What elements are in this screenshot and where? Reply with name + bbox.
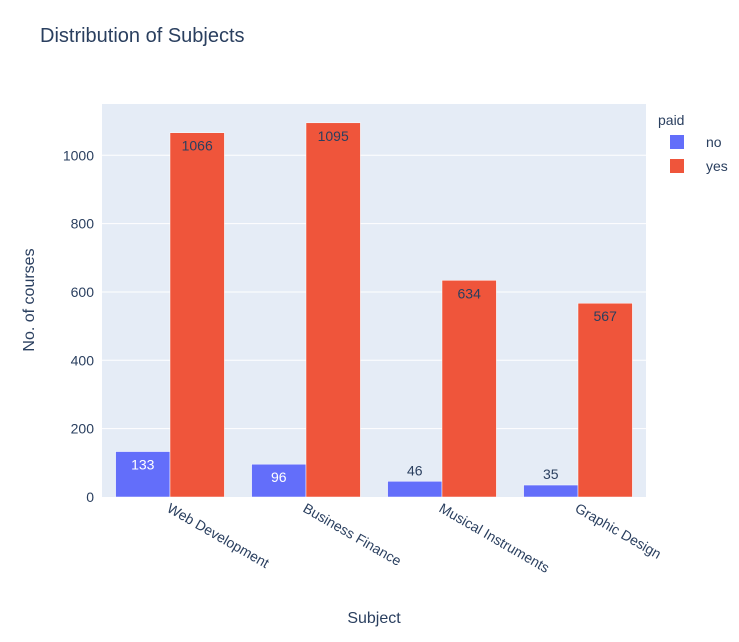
y-axis-ticks: 0 200 400 600 800 1000 [63, 147, 94, 505]
x-axis-ticks: Web Development Business Finance Musical I… [165, 500, 665, 576]
bars [115, 122, 633, 498]
bar-no [523, 484, 579, 498]
bar-yes [441, 280, 497, 498]
bar-yes [305, 122, 361, 498]
data-label-no: 35 [543, 466, 559, 482]
x-axis-title: Subject [347, 610, 401, 627]
y-tick-label: 800 [71, 216, 95, 232]
legend-label: yes [706, 158, 728, 174]
bar-no [387, 481, 443, 498]
data-label-no: 96 [271, 469, 287, 485]
bar-yes [169, 132, 225, 498]
x-tick-label: Web Development [165, 500, 273, 571]
x-tick-label: Business Finance [301, 500, 405, 569]
legend-swatch [670, 135, 684, 149]
y-axis-title: No. of courses [21, 248, 38, 351]
data-label-yes: 1066 [182, 138, 213, 154]
data-labels: 133 1066 96 1095 46 634 35 567 [131, 128, 617, 485]
y-tick-label: 400 [71, 352, 95, 368]
legend-item-no[interactable]: no [670, 134, 722, 150]
data-label-yes: 1095 [318, 128, 349, 144]
bar-yes [577, 302, 633, 498]
legend-label: no [706, 134, 722, 150]
legend-swatch [670, 159, 684, 173]
legend: paid no yes [658, 112, 728, 174]
bar-no [115, 451, 171, 498]
legend-title: paid [658, 112, 684, 128]
y-tick-label: 0 [86, 489, 94, 505]
data-label-yes: 567 [594, 308, 618, 324]
x-tick-label: Musical Instruments [437, 500, 553, 576]
y-tick-label: 1000 [63, 147, 94, 163]
y-tick-label: 600 [71, 284, 95, 300]
x-tick-label: Graphic Design [573, 500, 665, 562]
data-label-yes: 634 [458, 285, 482, 301]
y-tick-label: 200 [71, 421, 95, 437]
legend-item-yes[interactable]: yes [670, 158, 728, 174]
data-label-no: 46 [407, 462, 423, 478]
chart-title: Distribution of Subjects [40, 25, 245, 47]
data-label-no: 133 [131, 457, 155, 473]
